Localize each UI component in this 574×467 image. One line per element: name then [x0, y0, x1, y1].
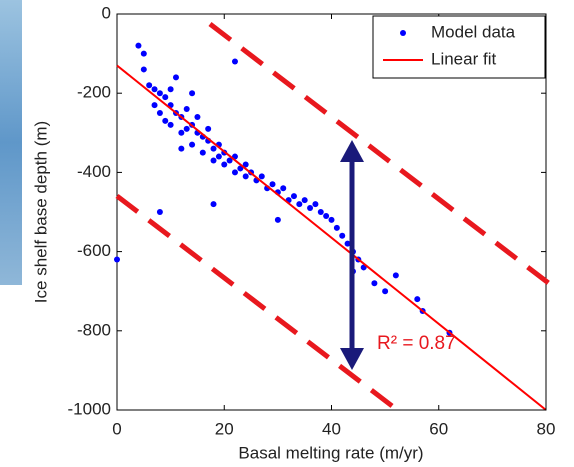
data-point: [269, 181, 276, 188]
data-point: [162, 94, 169, 101]
y-tick-label: -200: [77, 83, 111, 102]
range-arrow: [340, 140, 364, 370]
data-point: [183, 125, 190, 132]
x-tick-label: 80: [537, 419, 556, 438]
data-point: [140, 50, 147, 57]
data-point: [242, 173, 249, 180]
data-point: [151, 102, 158, 109]
data-point: [189, 141, 196, 148]
lower-bound-line: [115, 194, 402, 414]
data-point: [296, 201, 303, 208]
data-point: [215, 153, 222, 160]
data-point: [140, 66, 147, 73]
data-point: [344, 240, 351, 247]
upper-bound-line: [208, 22, 557, 290]
data-point: [371, 280, 378, 287]
map-fragment: [0, 0, 22, 285]
legend-label: Linear fit: [431, 49, 496, 68]
data-point: [162, 117, 169, 124]
data-point: [339, 232, 346, 239]
data-point: [414, 296, 421, 303]
legend-label: Model data: [431, 22, 516, 41]
x-axis-label: Basal melting rate (m/yr): [238, 443, 423, 462]
data-point: [183, 106, 190, 113]
data-point: [135, 42, 142, 49]
r-squared-annotation: R² = 0.87: [377, 333, 456, 354]
y-tick-label: -400: [77, 162, 111, 181]
data-point: [231, 169, 238, 176]
data-point: [392, 272, 399, 279]
data-point: [210, 157, 217, 164]
data-point: [199, 149, 206, 156]
x-tick-label: 20: [215, 419, 234, 438]
legend-swatch: [400, 30, 406, 36]
x-tick-label: 60: [429, 419, 448, 438]
data-point: [167, 121, 174, 128]
data-point: [221, 161, 228, 168]
data-point: [156, 110, 163, 116]
plot-area: [116, 13, 547, 411]
legend-box: [372, 15, 546, 79]
data-point: [317, 209, 324, 215]
x-tick-label: 0: [112, 419, 121, 438]
data-point: [307, 205, 314, 212]
y-tick-label: -800: [77, 320, 111, 339]
data-point: [274, 216, 281, 223]
data-point: [312, 201, 319, 208]
data-point: [178, 145, 185, 152]
data-point: [114, 256, 120, 263]
data-point: [231, 58, 238, 65]
data-point: [205, 125, 212, 132]
data-point: [172, 74, 179, 81]
data-point: [301, 197, 308, 204]
data-point: [189, 90, 196, 97]
data-point: [242, 161, 249, 168]
data-point: [258, 173, 265, 180]
data-point: [280, 185, 287, 192]
fit-line: [116, 64, 547, 411]
data-point: [210, 201, 217, 208]
y-tick-label: -600: [77, 241, 111, 260]
data-point: [290, 193, 297, 200]
marks: [114, 42, 547, 411]
y-tick-label: 0: [102, 3, 111, 22]
data-point: [167, 86, 174, 93]
data-point: [210, 145, 217, 152]
data-point: [156, 90, 163, 97]
data-point: [178, 129, 185, 136]
y-tick-label: -1000: [68, 399, 111, 418]
data-point: [151, 86, 158, 93]
data-point: [323, 212, 330, 219]
data-point: [226, 157, 233, 164]
data-point: [156, 209, 163, 215]
y-axis-label: Ice shelf base depth (m): [31, 121, 50, 303]
data-point: [194, 113, 201, 120]
data-point: [328, 216, 335, 223]
data-point: [333, 224, 340, 231]
x-tick-label: 40: [322, 419, 341, 438]
data-point: [382, 288, 389, 295]
data-point: [146, 82, 153, 89]
